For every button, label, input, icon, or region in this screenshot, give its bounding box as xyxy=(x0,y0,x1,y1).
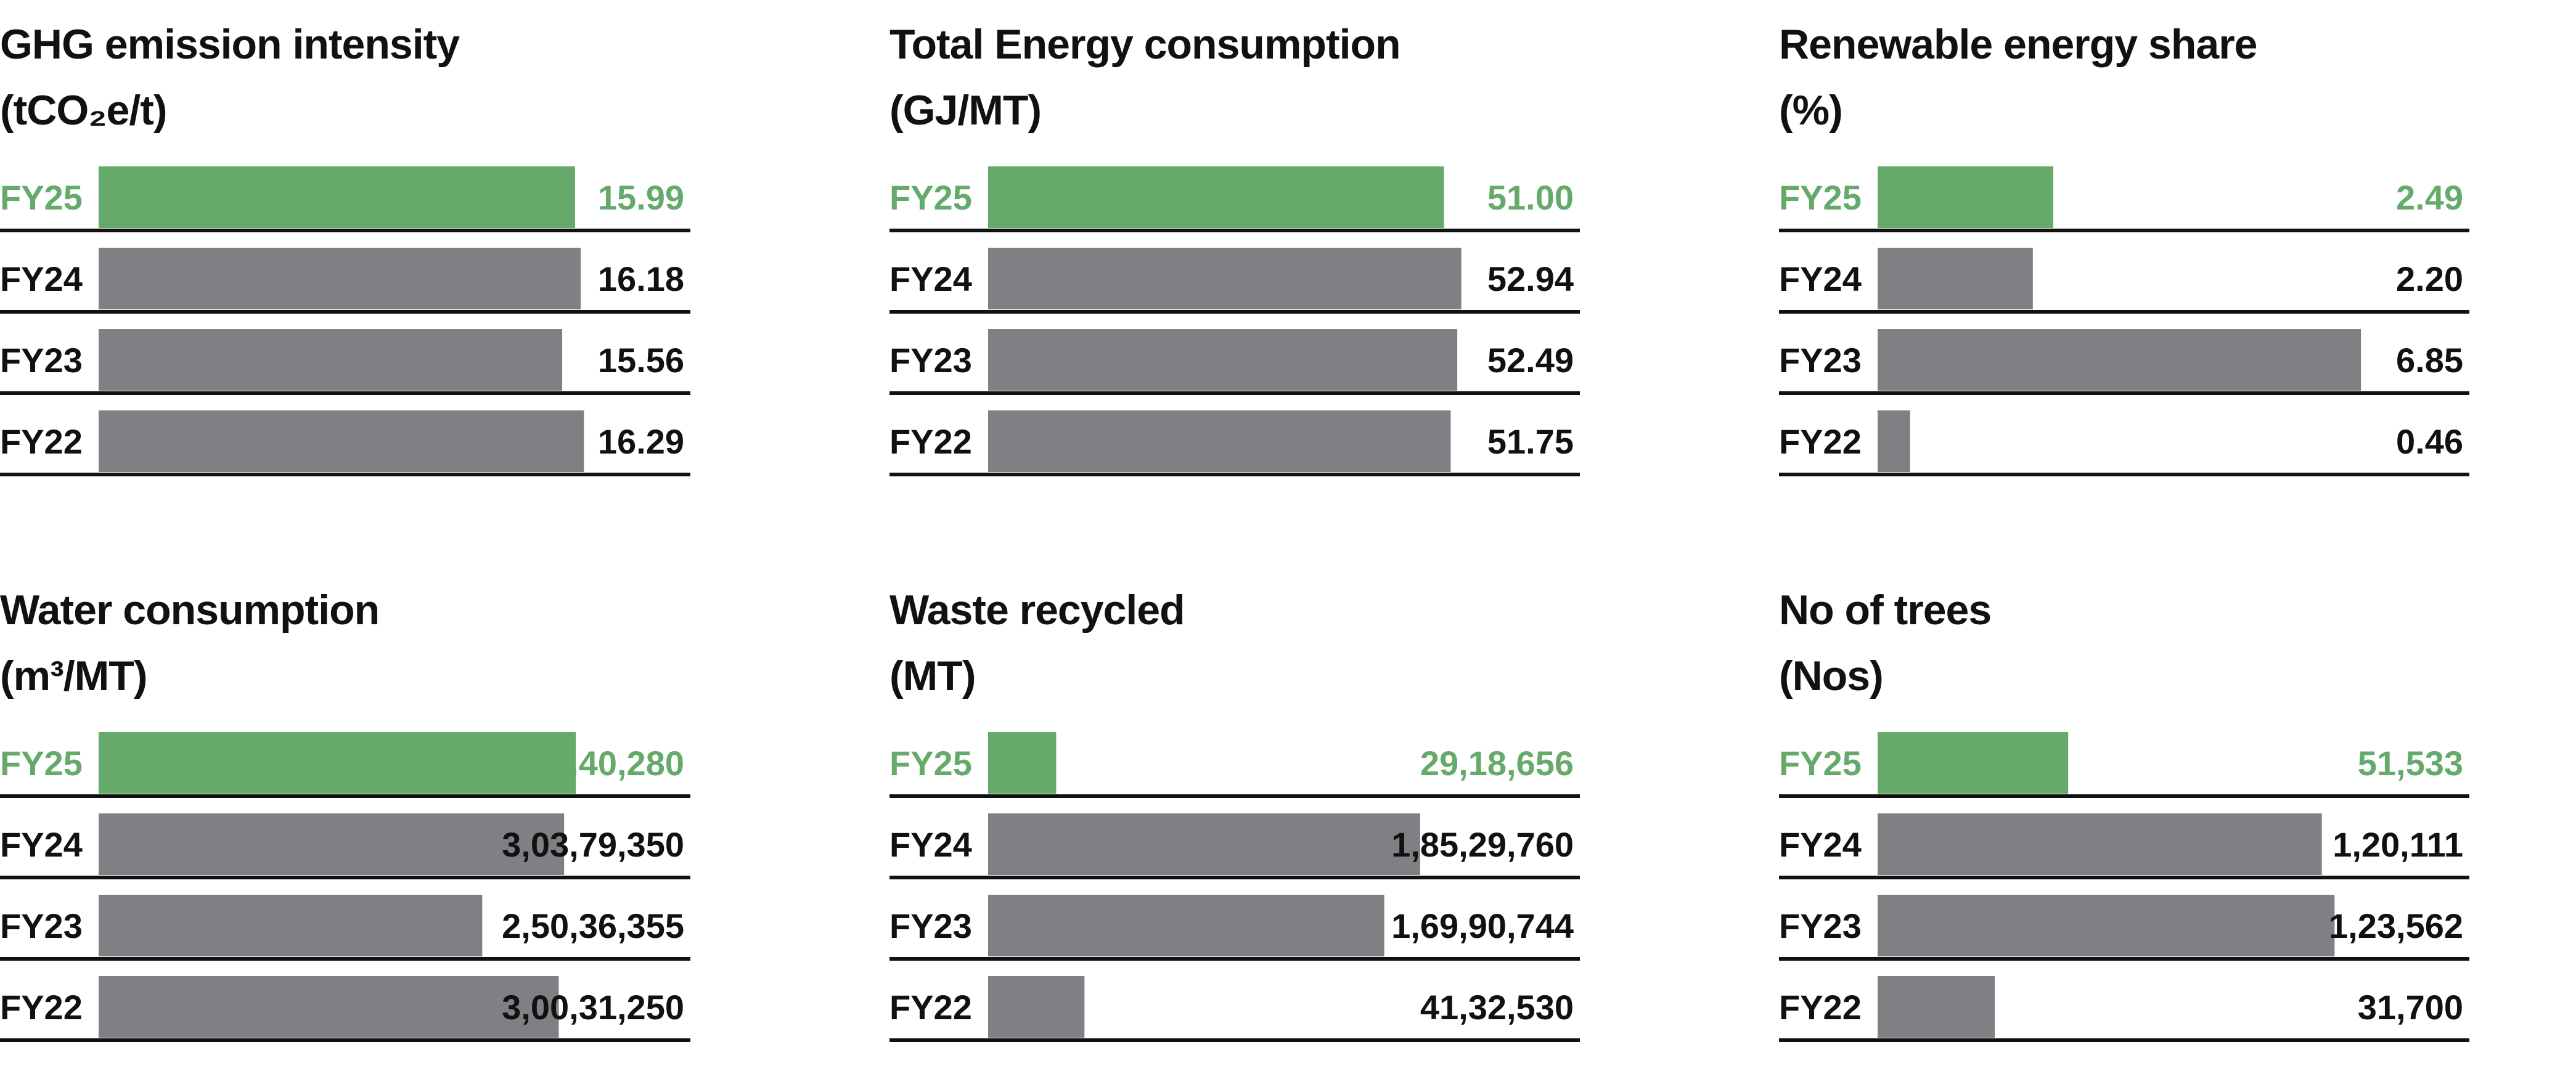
no-of-trees-chart: FY25 51,533 FY24 1,20,111 FY23 1,23,562 FY22 31… xyxy=(1779,732,2469,1042)
bar-fy22 xyxy=(988,976,1085,1038)
year-label: FY24 xyxy=(1779,259,1862,298)
bar-fy25 xyxy=(1878,166,2054,228)
panel-unit: (%) xyxy=(1779,87,1843,134)
panel-renewable-energy-share: Renewable energy share (%) FY25 2.49 FY24 2… xyxy=(1779,0,2574,505)
panel-unit: (tCO₂e/t) xyxy=(0,87,168,134)
value-label: 2,50,36,355 xyxy=(502,906,684,945)
value-label: 3,11,40,280 xyxy=(504,744,684,783)
value-label: 0.46 xyxy=(2396,422,2463,461)
year-label: FY22 xyxy=(889,988,972,1027)
year-label: FY24 xyxy=(889,825,972,864)
panel-unit: (MT) xyxy=(889,653,976,699)
panel-waste-recycled: Waste recycled (MT) FY25 29,18,656 FY24 1,8… xyxy=(889,566,1685,1071)
panel-title: Total Energy consumption xyxy=(889,21,1401,68)
value-label: 52.49 xyxy=(1487,341,1574,380)
bar-fy24 xyxy=(99,813,565,875)
value-label: 1,20,111 xyxy=(2333,825,2463,864)
bar-fy22 xyxy=(99,976,559,1038)
year-label: FY25 xyxy=(889,178,972,217)
year-label: FY23 xyxy=(889,906,972,945)
year-label: FY23 xyxy=(889,341,972,380)
bar-fy24 xyxy=(1878,248,2033,309)
bar-fy25 xyxy=(1878,732,2069,794)
water-consumption-chart: FY25 3,11,40,280 FY24 3,03,79,350 FY23 2,50,3… xyxy=(0,732,690,1042)
panel-total-energy-consumption: Total Energy consumption (GJ/MT) FY25 51.… xyxy=(889,0,1685,505)
bar-fy22 xyxy=(99,410,584,472)
bar-fy25 xyxy=(99,166,575,228)
bar-fy23 xyxy=(99,329,563,391)
year-label: FY22 xyxy=(889,422,972,461)
bar-fy23 xyxy=(1878,329,2361,391)
bar-fy22 xyxy=(1878,976,1995,1038)
bar-fy22 xyxy=(988,410,1451,472)
panel-title: Water consumption xyxy=(0,587,380,633)
year-label: FY25 xyxy=(1779,744,1862,783)
year-label: FY22 xyxy=(1779,988,1862,1027)
panel-no-of-trees: No of trees (Nos) FY25 51,533 FY24 1,20,111… xyxy=(1779,566,2574,1071)
year-label: FY22 xyxy=(1779,422,1862,461)
bar-fy24 xyxy=(988,248,1462,309)
bar-fy23 xyxy=(988,329,1458,391)
bar-fy25 xyxy=(99,732,576,794)
waste-recycled-chart: FY25 29,18,656 FY24 1,85,29,760 FY23 1,69,90,… xyxy=(889,732,1580,1042)
renewable-energy-share-chart: FY25 2.49 FY24 2.20 FY23 6.85 FY22 0.46 xyxy=(1779,166,2469,476)
bar-fy22 xyxy=(1878,410,1910,472)
total-energy-consumption-chart: FY25 51.00 FY24 52.94 FY23 52.49 FY22 51.75 xyxy=(889,166,1580,476)
year-label: FY24 xyxy=(0,259,83,298)
value-label: 51.75 xyxy=(1487,422,1574,461)
panel-title: No of trees xyxy=(1779,587,1992,633)
panel-water-consumption: Water consumption (m³/MT) FY25 3,11,40,28… xyxy=(0,566,795,1071)
value-label: 15.99 xyxy=(598,178,684,217)
value-label: 51,533 xyxy=(2358,744,2463,783)
value-label: 29,18,656 xyxy=(1420,744,1574,783)
bar-fy25 xyxy=(988,732,1057,794)
panel-title: GHG emission intensity xyxy=(0,21,460,68)
panel-ghg-emission-intensity: GHG emission intensity (tCO₂e/t) FY25 15.… xyxy=(0,0,795,505)
bar-fy23 xyxy=(988,895,1384,956)
value-label: 51.00 xyxy=(1487,178,1574,217)
value-label: 2.20 xyxy=(2396,259,2463,298)
panel-title: Renewable energy share xyxy=(1779,21,2257,68)
year-label: FY25 xyxy=(889,744,972,783)
year-label: FY24 xyxy=(0,825,83,864)
value-label: 3,00,31,250 xyxy=(502,988,684,1027)
year-label: FY25 xyxy=(0,178,83,217)
panel-unit: (GJ/MT) xyxy=(889,87,1042,134)
value-label: 3,03,79,350 xyxy=(502,825,684,864)
bar-fy24 xyxy=(1878,813,2322,875)
panel-unit: (m³/MT) xyxy=(0,653,147,699)
year-label: FY22 xyxy=(0,422,83,461)
bar-fy25 xyxy=(988,166,1444,228)
year-label: FY25 xyxy=(0,744,83,783)
bar-fy23 xyxy=(99,895,483,956)
value-label: 16.18 xyxy=(598,259,684,298)
year-label: FY23 xyxy=(1779,906,1862,945)
value-label: 1,85,29,760 xyxy=(1391,825,1574,864)
value-label: 15.56 xyxy=(598,341,684,380)
value-label: 1,23,562 xyxy=(2329,906,2463,945)
bar-fy24 xyxy=(988,813,1420,875)
year-label: FY23 xyxy=(0,906,83,945)
panel-title: Waste recycled xyxy=(889,587,1185,633)
value-label: 2.49 xyxy=(2396,178,2463,217)
panel-unit: (Nos) xyxy=(1779,653,1884,699)
value-label: 6.85 xyxy=(2396,341,2463,380)
year-label: FY24 xyxy=(1779,825,1862,864)
year-label: FY23 xyxy=(0,341,83,380)
value-label: 52.94 xyxy=(1487,259,1574,298)
year-label: FY23 xyxy=(1779,341,1862,380)
bar-fy24 xyxy=(99,248,581,309)
bar-fy23 xyxy=(1878,895,2335,956)
year-label: FY25 xyxy=(1779,178,1862,217)
value-label: 41,32,530 xyxy=(1420,988,1574,1027)
value-label: 31,700 xyxy=(2358,988,2463,1027)
ghg-emission-intensity-chart: FY25 15.99 FY24 16.18 FY23 15.56 FY22 16.29 xyxy=(0,166,690,476)
year-label: FY24 xyxy=(889,259,972,298)
value-label: 1,69,90,744 xyxy=(1391,906,1574,945)
year-label: FY22 xyxy=(0,988,83,1027)
value-label: 16.29 xyxy=(598,422,684,461)
